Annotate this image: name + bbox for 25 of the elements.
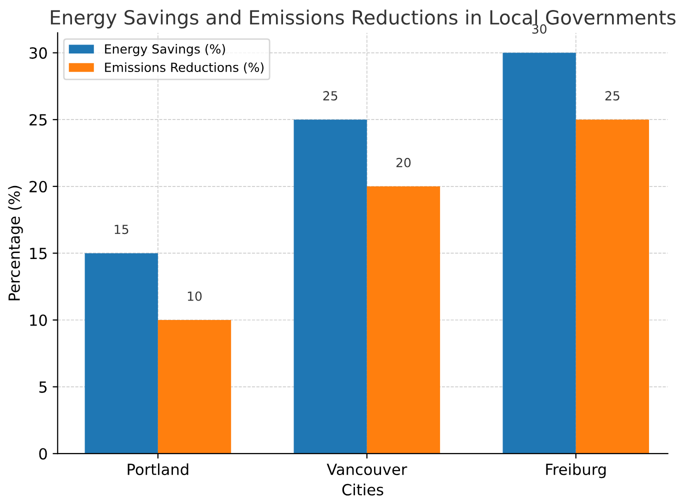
y-tick-label: 25 bbox=[30, 114, 47, 126]
data-label: 25 bbox=[605, 91, 620, 101]
bar bbox=[294, 120, 367, 454]
y-tick-label: 10 bbox=[30, 314, 47, 326]
y-tick-label: 30 bbox=[30, 47, 47, 59]
x-axis-title: Cities bbox=[342, 484, 384, 496]
legend-label: Emissions Reductions (%) bbox=[105, 62, 264, 74]
bar bbox=[158, 320, 232, 454]
data-label: 20 bbox=[396, 158, 411, 168]
y-tick-label: 15 bbox=[30, 248, 47, 260]
bar bbox=[502, 52, 576, 454]
y-tick-label: 20 bbox=[30, 180, 47, 192]
data-label: 25 bbox=[323, 91, 338, 101]
bar bbox=[576, 120, 650, 454]
data-label: 15 bbox=[114, 224, 128, 234]
x-tick-label: Vancouver bbox=[326, 464, 408, 476]
y-tick-label: 0 bbox=[39, 448, 47, 460]
y-tick-label: 5 bbox=[39, 381, 47, 393]
x-tick-label: Portland bbox=[128, 463, 188, 476]
bar bbox=[366, 186, 440, 454]
legend-label: Energy Savings (%) bbox=[105, 44, 225, 56]
y-axis-title: Percentage (%) bbox=[8, 186, 23, 300]
data-label: 10 bbox=[188, 291, 202, 301]
x-tick-label: Freiburg bbox=[546, 463, 606, 478]
bar bbox=[84, 253, 158, 454]
